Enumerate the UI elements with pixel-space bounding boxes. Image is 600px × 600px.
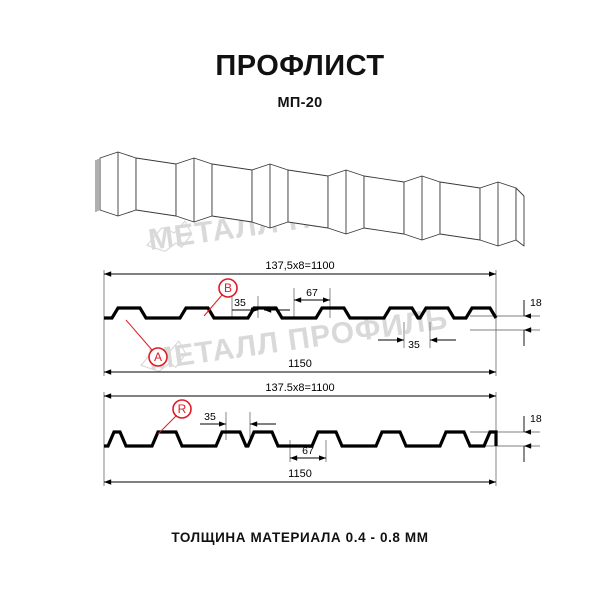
dim-height-18-top: 18 — [523, 297, 542, 346]
balloon-b-circle — [218, 278, 238, 298]
isometric-view — [95, 151, 525, 247]
profile-outline-top — [104, 306, 498, 320]
dim-35-upper: 35 — [232, 297, 258, 313]
dim-label-overall-bottom: 1150 — [288, 358, 312, 370]
balloon-a-leader — [125, 319, 153, 351]
dim-label-35-upper: 35 — [234, 297, 246, 309]
dim-label-35-bottom: 35 — [204, 411, 216, 423]
logo-polygon-icon — [146, 220, 193, 253]
dim-35-bottom: 35 — [200, 411, 276, 427]
dim-label-67-bottom: 67 — [302, 445, 314, 457]
iso-valley — [287, 169, 329, 229]
dim-height-18-bottom: 18 — [523, 413, 542, 462]
balloon-b-leader — [203, 294, 223, 317]
balloon-r-circle — [172, 399, 192, 419]
balloon-a-circle — [148, 347, 168, 367]
dim-67-top: 67 — [294, 287, 330, 303]
iso-valley — [135, 157, 177, 217]
iso-edge-thickness — [95, 159, 99, 212]
balloon-a[interactable]: A — [125, 319, 168, 367]
dim-label-67-top: 67 — [306, 287, 318, 299]
dim-label-height-top: 18 — [530, 297, 542, 309]
dim-35-lower: 35 — [378, 337, 456, 351]
balloon-r[interactable]: R — [157, 399, 192, 435]
iso-end-face — [515, 187, 525, 247]
dim-label-overall-top-2: 137.5x8=1100 — [265, 382, 334, 394]
section-top-extension-lines — [103, 270, 540, 376]
page-title: ПРОФЛИСТ — [215, 50, 385, 82]
material-thickness-note: ТОЛЩИНА МАТЕРИАЛА 0.4 - 0.8 ММ — [171, 530, 429, 545]
page-subtitle: МП-20 — [277, 95, 323, 111]
dim-label-overall-bottom-2: 1150 — [288, 468, 312, 480]
watermark-logo-iso — [146, 220, 193, 253]
iso-valley — [211, 163, 253, 223]
section-bottom: 137.5x8=1100 35 67 18 — [103, 382, 542, 486]
dim-label-height-bottom: 18 — [530, 413, 542, 425]
title-block: ПРОФЛИСТ МП-20 — [0, 50, 600, 112]
dim-overall-top: 137,5x8=1100 — [104, 260, 496, 277]
dim-label-overall-top: 137,5x8=1100 — [265, 260, 334, 272]
balloon-b[interactable]: B — [203, 278, 238, 317]
dim-67-bottom: 67 — [290, 445, 326, 461]
balloon-b-label: B — [224, 281, 232, 295]
profile-outline-bottom — [104, 430, 498, 448]
dim-label-35-lower: 35 — [408, 339, 420, 351]
section-top: 137,5x8=1100 35 67 35 — [103, 260, 542, 376]
dim-overall-bottom-2: 1150 — [104, 468, 496, 485]
balloon-r-leader — [157, 415, 177, 435]
iso-valley — [363, 175, 405, 235]
iso-valley — [439, 181, 481, 241]
balloon-r-label: R — [178, 402, 187, 416]
balloon-a-label: A — [154, 350, 162, 364]
section-bottom-extension-lines — [103, 392, 540, 486]
dim-overall-bottom-top-section: 1150 — [104, 358, 496, 375]
dim-overall-top-bottom-section: 137.5x8=1100 — [104, 382, 496, 399]
